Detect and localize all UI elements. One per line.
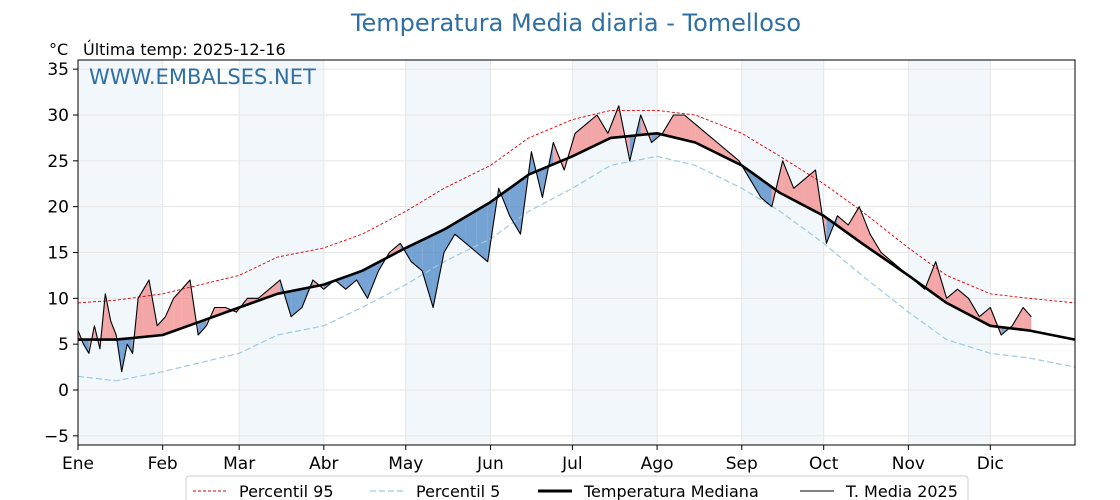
anomaly-fill-warm xyxy=(1023,307,1032,331)
anomaly-fill-warm xyxy=(105,293,111,340)
anomaly-fill-warm xyxy=(848,206,860,242)
anomaly-fill-cool xyxy=(433,229,444,308)
y-tick-label: 15 xyxy=(47,244,69,264)
x-tick-label: Sep xyxy=(726,454,758,474)
legend-box xyxy=(185,475,969,500)
anomaly-fill-warm xyxy=(389,243,401,257)
legend-label-p95: Percentil 95 xyxy=(239,482,334,500)
anomaly-fill-warm xyxy=(957,289,969,315)
anomaly-fill-cool xyxy=(198,319,207,335)
x-tick-label: Oct xyxy=(809,454,839,474)
watermark: WWW.EMBALSES.NET xyxy=(89,65,316,89)
anomaly-fill-warm xyxy=(586,115,597,150)
anomaly-fill-warm xyxy=(157,316,166,336)
y-tick-label: 10 xyxy=(47,289,69,309)
last-temp-label: Última temp: 2025-12-16 xyxy=(83,40,286,59)
unit-label: °C xyxy=(49,40,68,59)
anomaly-fill-warm xyxy=(165,298,174,334)
anomaly-fill-warm xyxy=(804,170,816,212)
anomaly-fill-cool xyxy=(476,203,488,262)
chart-title: Temperatura Media diaria - Tomelloso xyxy=(350,9,801,37)
y-tick-label: 0 xyxy=(58,381,69,401)
series-lines xyxy=(77,105,1076,382)
x-tick-label: Abr xyxy=(309,454,338,474)
anomaly-fill-cool xyxy=(356,268,368,299)
anomaly-fill-warm xyxy=(575,124,587,155)
anomaly-fill-warm xyxy=(673,115,685,140)
anomaly-fill-cool xyxy=(444,223,455,253)
x-tick-label: Mar xyxy=(223,454,255,474)
anomaly-fill-warm xyxy=(859,206,871,249)
legend: Percentil 95 Percentil 5 Temperatura Med… xyxy=(185,475,969,500)
anomaly-fill-warm xyxy=(684,115,696,143)
anomaly-fill-cool xyxy=(454,216,466,244)
x-tick-label: Jul xyxy=(561,454,583,474)
anomaly-fill-cool xyxy=(83,339,89,354)
series-line-p95 xyxy=(77,109,1076,304)
anomaly-fill-warm xyxy=(793,179,805,206)
anomaly-fill-cool xyxy=(367,262,379,299)
anomaly-fill-warm xyxy=(728,151,739,165)
x-axis: Ene Feb Mar Abr May Jun Jul Ago Sep Oct Nov Dic xyxy=(62,445,1004,474)
x-tick-label: Ene xyxy=(62,454,94,474)
x-tick-label: Dic xyxy=(977,454,1004,474)
anomaly-fill-warm xyxy=(143,280,149,337)
anomaly-fill-warm xyxy=(695,124,707,148)
y-tick-label: 20 xyxy=(47,198,69,218)
anomaly-fill-warm xyxy=(782,160,794,201)
series-line-p5 xyxy=(77,155,1076,382)
anomaly-fill-warm xyxy=(837,215,849,234)
anomaly-fill-warm xyxy=(173,289,182,332)
legend-label-median: Temperatura Mediana xyxy=(583,482,759,500)
x-tick-label: Feb xyxy=(148,454,178,474)
x-tick-label: May xyxy=(388,454,423,474)
grid-lines xyxy=(77,60,1075,445)
anomaly-fill-warm xyxy=(181,280,190,329)
y-tick-label: −5 xyxy=(44,427,69,447)
anomaly-fill-warm xyxy=(597,115,608,145)
anomaly-fill-cool xyxy=(411,240,423,271)
legend-label-p5: Percentil 5 xyxy=(416,482,500,500)
x-tick-label: Ago xyxy=(641,454,674,474)
series-line-2025 xyxy=(77,105,1032,373)
y-tick-label: 25 xyxy=(47,152,69,172)
anomaly-fill-cool xyxy=(127,338,133,354)
anomaly-fill-cool xyxy=(465,210,477,253)
y-tick-label: 5 xyxy=(58,335,69,355)
y-axis: 35 30 25 20 15 10 5 0 −5 xyxy=(44,60,78,447)
y-tick-label: 35 xyxy=(47,60,69,80)
x-tick-label: Nov xyxy=(892,454,925,474)
y-tick-label: 30 xyxy=(47,106,69,126)
x-tick-label: Jun xyxy=(476,454,504,474)
legend-label-year: T. Media 2025 xyxy=(845,482,958,500)
anomaly-fill-cool xyxy=(509,180,521,235)
anomaly-fill-warm xyxy=(138,289,144,338)
